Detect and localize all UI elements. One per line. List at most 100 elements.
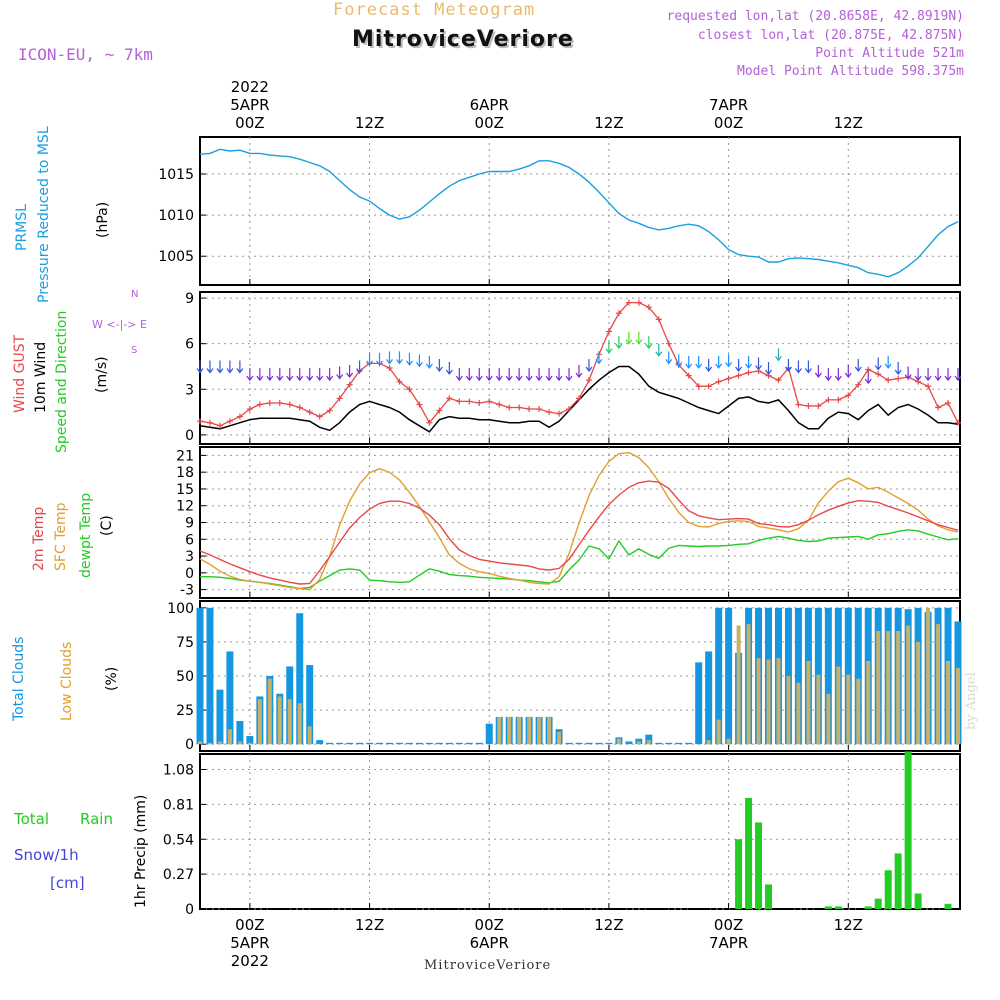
low-clouds-bar bbox=[886, 631, 891, 745]
total-clouds-bar bbox=[445, 742, 453, 745]
sfc-temp-line bbox=[199, 451, 959, 591]
gust-marker bbox=[585, 377, 592, 384]
gust-marker bbox=[416, 401, 423, 408]
wind-direction-arrow bbox=[405, 352, 413, 366]
low-clouds-bar bbox=[247, 742, 252, 745]
wind-direction-arrow bbox=[774, 348, 782, 362]
wind-direction-arrow bbox=[555, 368, 563, 382]
ytick-label-precip: 0.54 bbox=[163, 832, 194, 848]
low-clouds-bar bbox=[796, 682, 801, 745]
wind-direction-arrow bbox=[685, 355, 693, 369]
wind-direction-arrow bbox=[715, 355, 723, 369]
total-clouds-bar bbox=[675, 742, 683, 745]
total-clouds-bar bbox=[685, 742, 693, 745]
gust-marker bbox=[226, 418, 233, 425]
total-clouds-bar bbox=[475, 742, 483, 745]
wind-direction-arrow bbox=[376, 352, 384, 366]
low-clouds-bar bbox=[207, 742, 212, 745]
total-clouds-bar bbox=[705, 651, 713, 745]
low-clouds-bar bbox=[726, 738, 731, 745]
ytick-label-wind: 0 bbox=[185, 428, 194, 444]
gust-marker bbox=[486, 398, 493, 405]
gust-marker bbox=[556, 410, 563, 417]
wind-direction-arrow bbox=[824, 368, 832, 382]
label-precip-axis: 1hr Precip (mm) bbox=[133, 794, 149, 908]
precip-bar bbox=[864, 906, 872, 909]
gust-marker bbox=[615, 310, 622, 317]
gust-marker bbox=[815, 403, 822, 409]
total-clouds-bar bbox=[196, 607, 204, 745]
gust-marker bbox=[476, 399, 483, 406]
top-time-label: 12Z bbox=[834, 114, 863, 132]
precip-bar bbox=[745, 797, 753, 909]
label-rain: Rain bbox=[80, 810, 113, 828]
low-clouds-bar bbox=[756, 658, 761, 745]
wind-direction-arrow bbox=[366, 352, 374, 366]
ytick-label-temp: -3 bbox=[180, 583, 194, 599]
gust-marker bbox=[775, 377, 782, 384]
ytick-label-temp: 6 bbox=[185, 532, 194, 548]
total-clouds-bar bbox=[206, 607, 214, 745]
low-clouds-bar bbox=[616, 738, 621, 745]
total-clouds-bar bbox=[455, 742, 463, 745]
top-time-label: 12Z bbox=[594, 114, 623, 132]
total-clouds-bar bbox=[854, 607, 862, 745]
ytick-label-temp: 9 bbox=[185, 516, 194, 532]
precip-bar bbox=[824, 906, 832, 909]
compass-e: E bbox=[139, 318, 147, 331]
low-clouds-bar bbox=[826, 693, 831, 745]
gust-marker bbox=[516, 404, 523, 411]
precip-bar bbox=[735, 839, 743, 909]
gust-marker bbox=[216, 422, 223, 429]
model-altitude: Model Point Altitude 598.375m bbox=[737, 64, 964, 79]
label-celsius: (C) bbox=[99, 515, 115, 536]
wind-direction-arrow bbox=[475, 368, 483, 382]
label-percent: (%) bbox=[104, 666, 120, 691]
total-clouds-bar bbox=[376, 742, 384, 745]
total-clouds-bar bbox=[655, 742, 663, 745]
low-clouds-bar bbox=[257, 699, 262, 745]
wind-direction-arrow bbox=[725, 354, 733, 368]
low-clouds-bar bbox=[198, 741, 202, 745]
bottom-date-label: 7APR bbox=[709, 934, 748, 952]
gust-marker bbox=[735, 372, 742, 379]
wind-direction-arrow bbox=[655, 343, 663, 357]
ytick-label-clouds: 25 bbox=[176, 703, 194, 719]
precip-bar bbox=[914, 893, 922, 909]
bottom-date-label: 6APR bbox=[470, 934, 509, 952]
wind-direction-arrow bbox=[675, 354, 683, 368]
wind-direction-arrow bbox=[196, 360, 204, 374]
low-clouds-bar bbox=[876, 631, 881, 745]
wind-direction-arrow bbox=[735, 358, 743, 372]
wind-direction-arrow bbox=[765, 362, 772, 375]
total-clouds-bar bbox=[695, 662, 703, 745]
gust-marker bbox=[246, 406, 253, 413]
gust-marker bbox=[655, 316, 662, 323]
total-clouds-bar bbox=[336, 742, 344, 745]
precip-bar bbox=[874, 898, 882, 909]
wind-direction-arrow bbox=[435, 358, 443, 372]
low-clouds-bar bbox=[916, 641, 921, 745]
label-wind-gust: Wind GUST bbox=[12, 334, 28, 413]
low-clouds-bar bbox=[866, 661, 871, 745]
low-clouds-bar bbox=[547, 716, 552, 745]
wind-direction-arrow bbox=[445, 362, 453, 375]
low-clouds-bar bbox=[736, 625, 741, 745]
gust-marker bbox=[925, 383, 932, 390]
precip-bar bbox=[834, 906, 842, 909]
gust-marker bbox=[935, 404, 942, 411]
compass-wse: W <-|-> E bbox=[92, 318, 147, 331]
total-clouds-bar bbox=[246, 736, 254, 745]
gust-marker bbox=[336, 395, 343, 402]
wind-direction-arrow bbox=[455, 368, 463, 382]
low-clouds-bar bbox=[557, 731, 562, 745]
total-clouds-bar bbox=[415, 742, 423, 745]
wind-direction-arrow bbox=[296, 368, 304, 382]
gust-marker bbox=[466, 398, 473, 405]
low-clouds-bar bbox=[906, 625, 911, 745]
gust-marker bbox=[695, 383, 702, 390]
total-clouds-bar bbox=[316, 740, 324, 745]
ytick-label-temp: 15 bbox=[176, 482, 194, 498]
low-clouds-bar bbox=[297, 703, 302, 745]
